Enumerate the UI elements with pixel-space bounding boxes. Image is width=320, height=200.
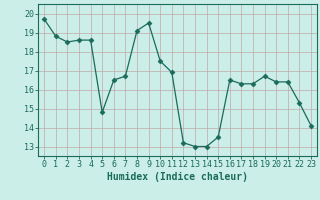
X-axis label: Humidex (Indice chaleur): Humidex (Indice chaleur) — [107, 172, 248, 182]
